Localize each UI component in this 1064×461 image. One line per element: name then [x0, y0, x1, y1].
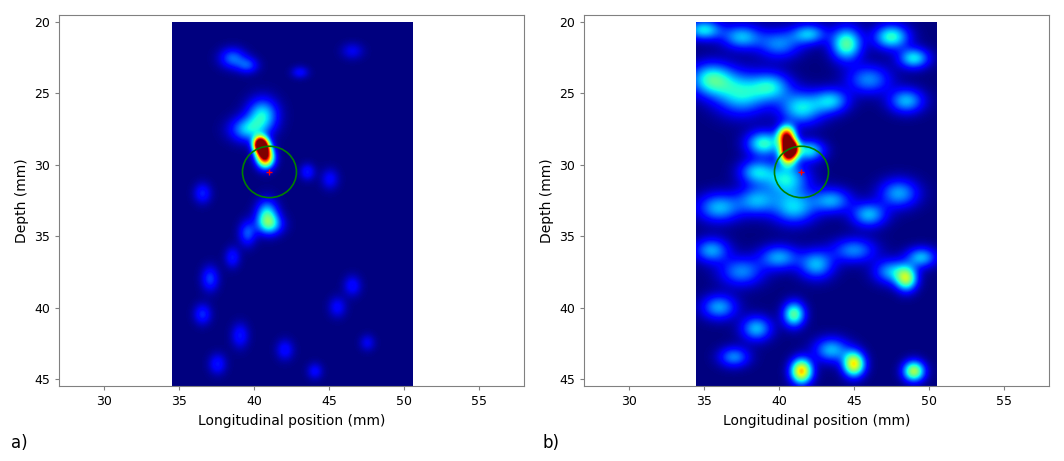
- X-axis label: Longitudinal position (mm): Longitudinal position (mm): [198, 414, 385, 427]
- Text: a): a): [11, 434, 28, 452]
- Text: b): b): [543, 434, 560, 452]
- Y-axis label: Depth (mm): Depth (mm): [15, 158, 29, 243]
- Y-axis label: Depth (mm): Depth (mm): [539, 158, 553, 243]
- X-axis label: Longitudinal position (mm): Longitudinal position (mm): [722, 414, 910, 427]
